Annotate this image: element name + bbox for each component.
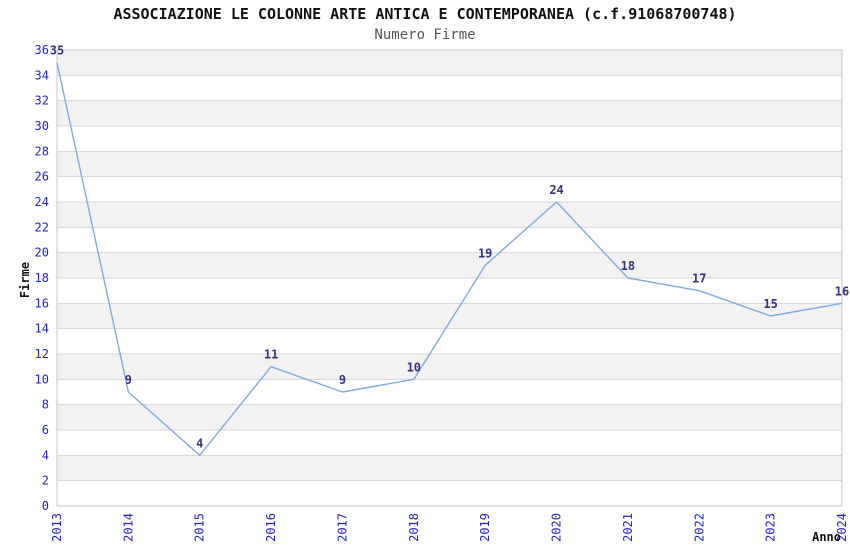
y-tick-label: 6 bbox=[42, 423, 49, 437]
point-label: 16 bbox=[835, 284, 849, 298]
plot-band bbox=[57, 303, 842, 329]
y-tick-label: 16 bbox=[35, 296, 49, 310]
y-tick-label: 18 bbox=[35, 271, 49, 285]
plot-band bbox=[57, 404, 842, 430]
y-axis-title: Firme bbox=[18, 262, 32, 298]
plot-band bbox=[57, 202, 842, 228]
y-tick-label: 28 bbox=[35, 144, 49, 158]
y-tick-label: 14 bbox=[35, 322, 49, 336]
y-tick-label: 4 bbox=[42, 448, 49, 462]
point-label: 17 bbox=[692, 272, 706, 286]
x-tick-label: 2018 bbox=[407, 513, 421, 542]
point-label: 24 bbox=[549, 183, 563, 197]
x-tick-label: 2017 bbox=[335, 513, 349, 542]
point-label: 15 bbox=[763, 297, 777, 311]
plot-band bbox=[57, 151, 842, 177]
point-labels: 35 9 4 11 9 10 19 24 18 17 15 16 bbox=[50, 44, 849, 451]
plot-band bbox=[57, 455, 842, 481]
series-line bbox=[56, 62, 843, 457]
x-tick-label: 2020 bbox=[550, 513, 564, 542]
y-tick-label: 32 bbox=[35, 94, 49, 108]
point-label: 9 bbox=[125, 373, 132, 387]
y-tick-label: 34 bbox=[35, 68, 49, 82]
y-tick-label: 24 bbox=[35, 195, 49, 209]
y-tick-label: 36 bbox=[35, 43, 49, 57]
plot-bands bbox=[57, 50, 842, 481]
x-tick-label: 2022 bbox=[692, 513, 706, 542]
y-tick-label: 22 bbox=[35, 220, 49, 234]
y-tick-label: 2 bbox=[42, 474, 49, 488]
x-axis-title: Anno bbox=[812, 530, 841, 544]
point-label: 19 bbox=[478, 246, 492, 260]
x-tick-label: 2016 bbox=[264, 513, 278, 542]
point-label: 11 bbox=[264, 348, 278, 362]
x-tick-label: 2015 bbox=[193, 513, 207, 542]
x-tick-label: 2021 bbox=[621, 513, 635, 542]
plot-band bbox=[57, 50, 842, 76]
point-label: 35 bbox=[50, 44, 64, 58]
y-tick-label: 8 bbox=[42, 398, 49, 412]
x-tick-label: 2019 bbox=[478, 513, 492, 542]
y-tick-label: 30 bbox=[35, 119, 49, 133]
y-tick-label: 10 bbox=[35, 372, 49, 386]
x-tick-label: 2013 bbox=[50, 513, 64, 542]
y-tick-label: 0 bbox=[42, 499, 49, 513]
x-tick-label: 2023 bbox=[764, 513, 778, 542]
plot-band bbox=[57, 252, 842, 278]
plot-border bbox=[56, 49, 843, 507]
plot-band bbox=[57, 100, 842, 126]
chart-subtitle: Numero Firme bbox=[374, 27, 476, 43]
point-label: 10 bbox=[407, 360, 421, 374]
x-tick-label: 2014 bbox=[121, 513, 135, 542]
chart-title: ASSOCIAZIONE LE COLONNE ARTE ANTICA E CO… bbox=[113, 5, 737, 23]
plot-band bbox=[57, 354, 842, 380]
y-tick-label: 26 bbox=[35, 170, 49, 184]
x-tick-label: 2024 bbox=[835, 513, 849, 542]
point-label: 9 bbox=[339, 373, 346, 387]
y-tick-label: 12 bbox=[35, 347, 49, 361]
point-label: 4 bbox=[196, 436, 203, 450]
x-axis-ticks: 2013 2014 2015 2016 2017 2018 2019 2020 2021 2022… bbox=[50, 513, 849, 542]
point-label: 18 bbox=[621, 259, 635, 273]
y-tick-label: 20 bbox=[35, 246, 49, 260]
